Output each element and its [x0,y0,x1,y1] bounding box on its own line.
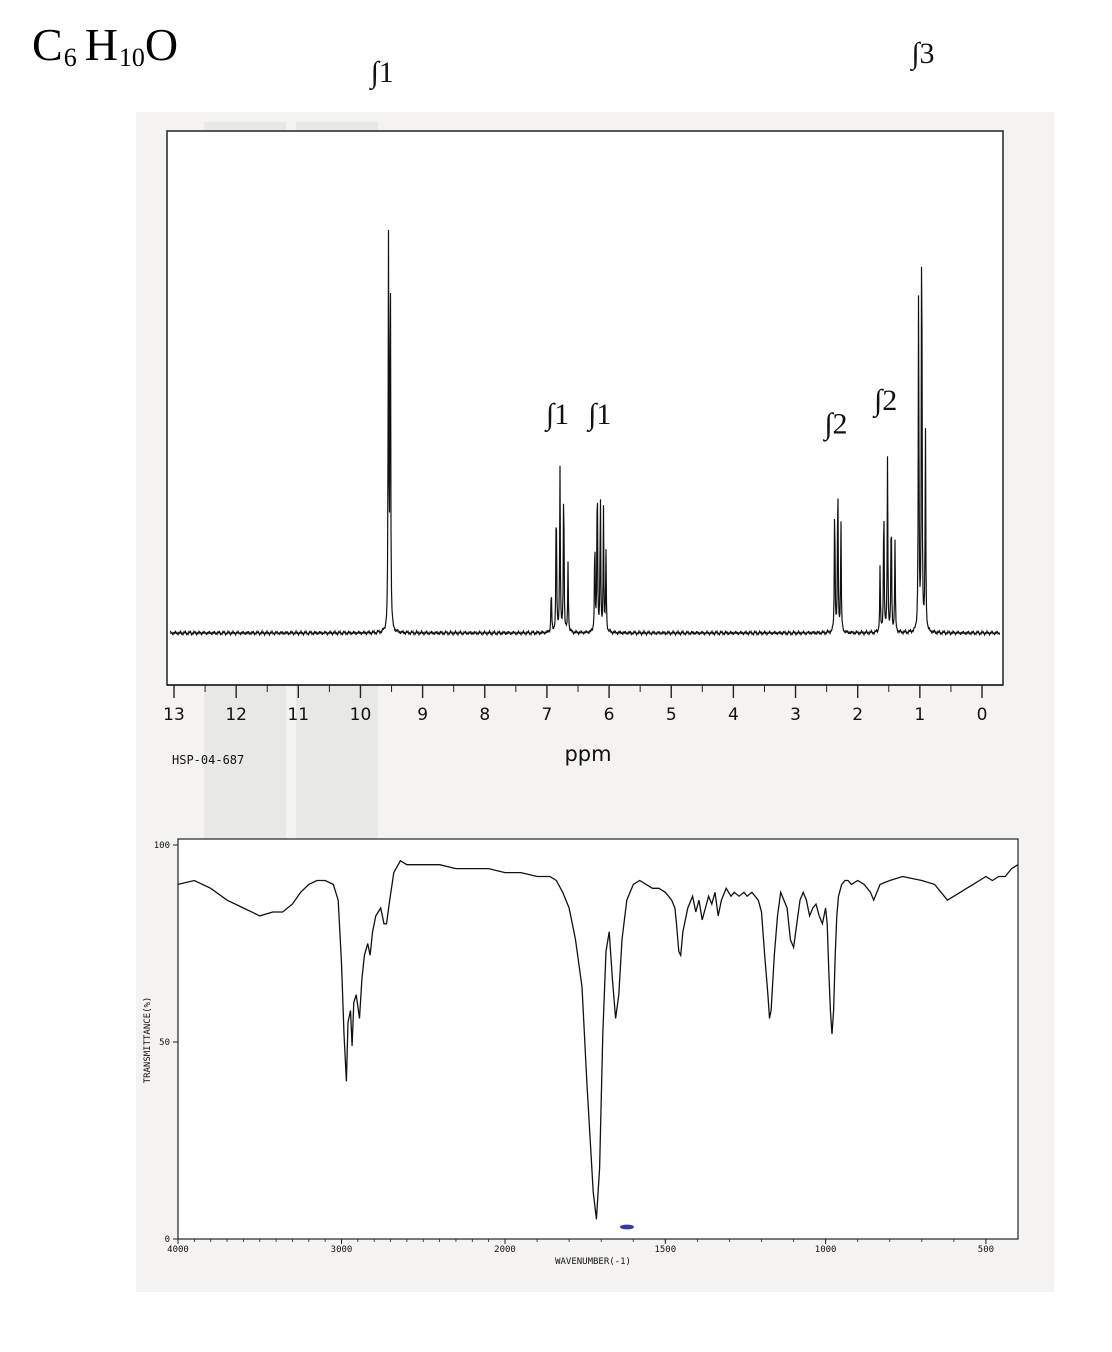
nmr-tick-label: 2 [852,705,863,725]
nmr-tick-label: 10 [350,705,372,725]
nmr-tick-label: 8 [479,705,490,725]
integral-label: ∫1 [544,398,569,433]
ir-trace [177,859,1019,1220]
integral-label: ∫1 [586,398,611,433]
nmr-tick-label: 0 [977,705,988,725]
formula-element-c: C [32,19,63,70]
ir-x-tick-label: 1500 [654,1245,676,1255]
ir-x-tick-label: 500 [978,1245,994,1255]
ir-x-tick-label: 2000 [494,1245,516,1255]
nmr-integrals: ∫1 ∫1 ∫1 ∫2 ∫2 ∫3 [369,37,935,443]
nmr-tick-label: 3 [790,705,801,725]
nmr-tick-label: 11 [287,705,309,725]
formula-element-o: O [144,19,179,70]
nmr-tick-label: 12 [225,705,247,725]
formula-element-h: H [84,19,118,70]
nmr-frame [166,130,1004,686]
ir-y-tick-label: 0 [165,1235,170,1245]
nmr-spectrum: 13 12 11 10 9 8 7 6 5 4 3 2 1 0 ∫1∫1 ∫1 ∫2∫2∫3 ppm HSP-… [163,37,1004,767]
ir-y-tick-label: 100 [154,841,170,851]
ir-x-tick-label: 1000 [815,1245,837,1255]
ir-y-axis-label: TRANSMITTANCE(%) [143,997,153,1084]
ir-x-tick-label: 4000 [167,1245,189,1255]
molecular-formula: C6 H10O [32,18,178,73]
formula-subscript-c: 6 [63,43,77,72]
nmr-trace [169,229,1001,637]
ir-frame [177,838,1019,1240]
nmr-tick-label: 1 [914,705,925,725]
integral-label: ∫1 [369,56,394,91]
integral-label: ∫2 [822,408,847,443]
ir-x-tick-label: 3000 [331,1245,353,1255]
ir-y-tick-label: 50 [159,1038,170,1048]
nmr-tick-label: 5 [666,705,677,725]
spectrum-code: HSP-04-687 [172,753,244,767]
nmr-tick-label: 4 [728,705,739,725]
nmr-tick-label: 13 [163,705,185,725]
nmr-x-ticks: 13 12 11 10 9 8 7 6 5 4 3 2 1 0 [163,685,987,725]
nmr-tick-label: 9 [417,705,428,725]
nmr-tick-label: 7 [542,705,553,725]
ink-mark [620,1224,634,1230]
formula-subscript-h: 10 [118,43,145,72]
integral-label: ∫2 [872,384,897,419]
nmr-tick-label: 6 [604,705,615,725]
integral-label: ∫3 [909,37,934,72]
nmr-x-axis-label: ppm [564,742,611,766]
ir-x-axis-label: WAVENUMBER(-1) [555,1257,631,1267]
